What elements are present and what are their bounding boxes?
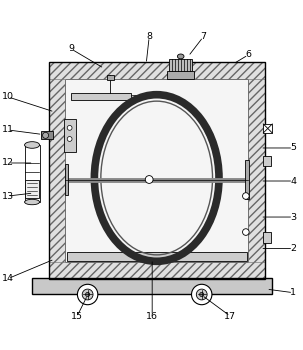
Text: 1: 1: [290, 288, 296, 297]
Ellipse shape: [25, 142, 40, 148]
Bar: [41, 132, 53, 139]
Bar: [25, 145, 40, 202]
Circle shape: [243, 229, 249, 235]
Ellipse shape: [25, 199, 40, 205]
Text: 15: 15: [71, 312, 83, 321]
Circle shape: [191, 284, 212, 305]
Text: 13: 13: [2, 191, 14, 201]
Circle shape: [196, 289, 207, 300]
Text: 4: 4: [290, 176, 296, 186]
Circle shape: [78, 284, 98, 305]
Bar: [107, 75, 114, 80]
Bar: [245, 160, 249, 199]
Bar: [64, 119, 76, 153]
Bar: [263, 156, 271, 166]
Bar: [25, 180, 39, 197]
Bar: [48, 262, 265, 279]
Text: 12: 12: [2, 159, 14, 168]
Bar: [71, 93, 131, 100]
Circle shape: [85, 292, 90, 296]
Text: 16: 16: [146, 312, 158, 321]
Bar: [65, 79, 248, 262]
Bar: [263, 124, 272, 133]
Text: 2: 2: [290, 244, 296, 253]
Circle shape: [43, 132, 48, 138]
Text: 7: 7: [200, 33, 206, 41]
Bar: [67, 252, 247, 260]
Bar: [169, 59, 192, 71]
Bar: [48, 62, 65, 279]
Bar: [167, 71, 194, 79]
Bar: [263, 232, 271, 243]
Circle shape: [67, 125, 72, 130]
Bar: [48, 62, 265, 79]
Circle shape: [243, 193, 249, 199]
Circle shape: [200, 292, 204, 296]
Bar: [48, 62, 265, 279]
Text: 9: 9: [68, 44, 74, 54]
Text: 14: 14: [2, 274, 14, 283]
Ellipse shape: [177, 54, 184, 59]
Circle shape: [67, 136, 72, 141]
Text: 8: 8: [146, 33, 152, 41]
Text: 17: 17: [224, 312, 236, 321]
Text: 3: 3: [290, 212, 296, 222]
Circle shape: [145, 176, 153, 183]
Bar: [248, 62, 265, 279]
Circle shape: [82, 289, 93, 300]
Bar: [32, 278, 272, 294]
Text: 6: 6: [245, 50, 251, 60]
Text: 10: 10: [2, 92, 14, 102]
Bar: [65, 164, 68, 195]
Text: 11: 11: [2, 125, 14, 134]
Text: 5: 5: [290, 144, 296, 153]
